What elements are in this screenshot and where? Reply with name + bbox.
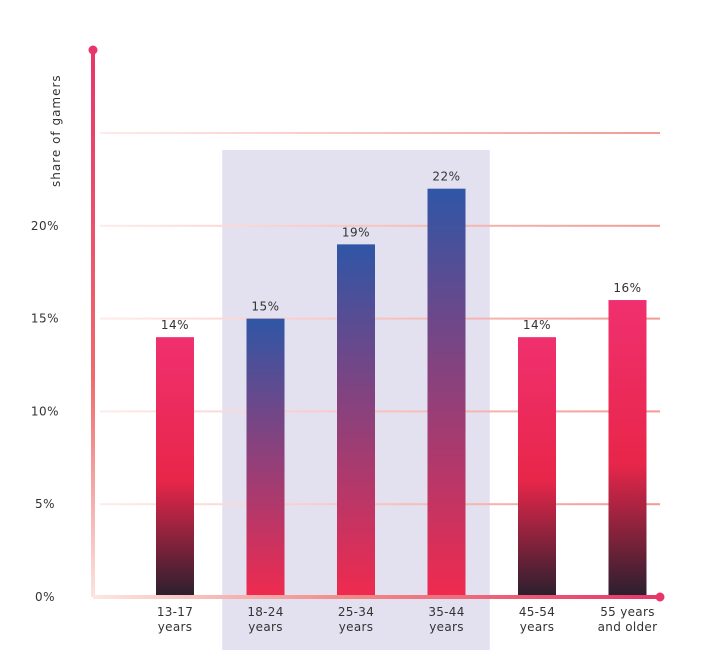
x-tick-label: 45-54 xyxy=(519,605,555,619)
bar xyxy=(518,337,556,597)
bar-layer xyxy=(156,188,647,598)
data-label: 14% xyxy=(523,318,551,332)
y-tick-label: 10% xyxy=(31,404,59,418)
x-tick-label: and older xyxy=(598,620,658,634)
bar xyxy=(337,244,375,598)
data-label: 16% xyxy=(613,281,641,295)
label-layer: 0%5%10%15%20%14%15%19%22%14%16%13-17year… xyxy=(31,170,657,634)
x-tick-label: years xyxy=(520,620,555,634)
y-tick-label: 5% xyxy=(35,497,55,511)
gridline xyxy=(100,132,660,134)
bar xyxy=(608,300,647,597)
y-axis-end-dot xyxy=(88,45,98,55)
gridline xyxy=(100,410,660,413)
x-tick-label: 25-34 xyxy=(338,605,374,619)
x-tick-label: 35-44 xyxy=(428,605,464,619)
data-label: 14% xyxy=(161,318,189,332)
x-tick-label: 18-24 xyxy=(247,605,283,619)
x-tick-label: years xyxy=(429,620,464,634)
gridline xyxy=(100,224,660,227)
x-axis-end-dot xyxy=(655,592,665,602)
gridline xyxy=(100,317,660,320)
x-tick-label: 55 years xyxy=(600,605,655,619)
x-tick-label: years xyxy=(248,620,283,634)
x-tick-label: years xyxy=(339,620,374,634)
gridline xyxy=(100,503,660,506)
y-axis-title: share of gamers xyxy=(49,74,63,187)
y-tick-label: 20% xyxy=(31,219,59,233)
data-label: 15% xyxy=(251,300,279,314)
x-tick-label: years xyxy=(158,620,193,634)
x-tick-label: 13-17 xyxy=(157,605,193,619)
y-tick-label: 0% xyxy=(35,590,55,604)
bar xyxy=(427,188,466,597)
bar xyxy=(156,337,194,597)
y-axis-line xyxy=(91,50,95,597)
bar xyxy=(246,318,285,597)
gridline-layer xyxy=(100,132,660,506)
x-axis-line xyxy=(93,595,660,599)
y-tick-label: 15% xyxy=(31,312,59,326)
data-label: 22% xyxy=(432,170,460,184)
data-label: 19% xyxy=(342,225,370,239)
axis-layer xyxy=(88,45,665,602)
